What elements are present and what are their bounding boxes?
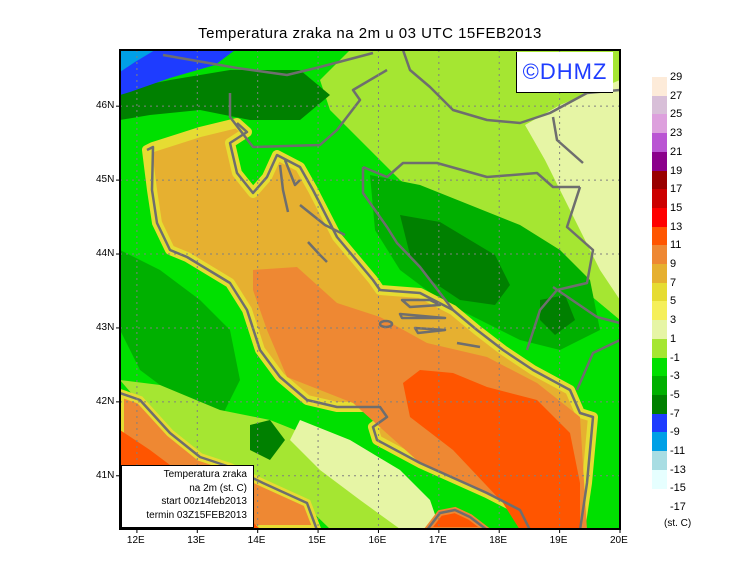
zone-dark-green	[540, 295, 575, 335]
legend-label: -17	[670, 501, 686, 514]
coastlines	[120, 50, 620, 529]
legend-swatch	[652, 95, 667, 115]
zone-dark-green	[400, 215, 510, 305]
legend-swatch	[652, 320, 667, 340]
zone-mid-green	[120, 250, 240, 420]
legend-label: 1	[670, 332, 677, 345]
legend-label: -11	[670, 445, 686, 457]
lat-label: 46N	[96, 100, 115, 112]
legend-label: -5	[670, 388, 680, 401]
legend-swatch	[652, 226, 667, 246]
lat-label: 45N	[96, 174, 115, 186]
legend-label: 23	[670, 127, 683, 140]
map-title: Temperatura zraka na 2m u 03 UTC 15FEB20…	[198, 25, 542, 42]
legend-label: 15	[670, 201, 683, 214]
legend-label: -9	[670, 426, 680, 439]
legend-label: 9	[670, 258, 677, 270]
lon-label: 13E	[187, 535, 206, 546]
graticule	[120, 50, 620, 529]
info-line: termin 03Z15FEB2013	[146, 509, 247, 521]
adriatic-sea-hot	[403, 370, 580, 529]
zone-pale-green	[525, 80, 620, 300]
info-line: na 2m (st. C)	[189, 482, 247, 494]
legend-label: 21	[670, 145, 683, 158]
legend-swatch	[652, 264, 667, 284]
legend-swatch	[652, 151, 667, 171]
legend-swatch	[652, 394, 667, 415]
legend-swatch	[652, 376, 667, 396]
legend-swatch	[652, 282, 667, 302]
legend-swatch	[652, 451, 667, 471]
lon-label: 17E	[428, 535, 447, 546]
legend-swatch	[652, 432, 667, 452]
legend-swatch	[652, 301, 667, 321]
legend-label: 11	[670, 239, 682, 252]
info-line: start 00z14feb2013	[161, 496, 247, 507]
legend-swatch	[652, 189, 667, 209]
lon-label: 12E	[126, 535, 145, 546]
legend-swatch	[652, 170, 667, 190]
legend-label: -13	[670, 463, 686, 476]
legend-label: 25	[670, 108, 683, 121]
lat-label: 43N	[96, 321, 115, 333]
lon-label: 20E	[610, 535, 628, 546]
lon-label: 18E	[489, 535, 508, 546]
legend-label: -1	[670, 351, 680, 364]
legend-swatch	[652, 245, 667, 265]
legend-swatch	[652, 413, 667, 433]
legend-swatch	[652, 133, 667, 153]
zone-dark-green	[120, 70, 330, 120]
legend-label: -7	[670, 407, 680, 420]
lon-label: 15E	[308, 535, 326, 546]
legend-label: -3	[670, 370, 680, 383]
legend-swatch	[652, 357, 667, 377]
lat-label: 41N	[96, 469, 115, 481]
dhmz-logo: ©DHMZ	[516, 52, 613, 93]
legend-swatch	[652, 338, 667, 358]
legend-swatch	[652, 114, 667, 134]
legend-label: 27	[670, 89, 683, 102]
info-line: Temperatura zraka	[163, 469, 247, 480]
legend-label: 19	[670, 164, 683, 177]
legend-label: 17	[670, 183, 683, 196]
zone-pale	[290, 420, 440, 529]
legend-label: 3	[670, 314, 677, 327]
legend-label: -15	[670, 482, 686, 495]
legend-swatch	[652, 77, 667, 97]
lat-label: 44N	[96, 248, 115, 260]
legend-label: 7	[670, 276, 677, 289]
legend-label: 29	[670, 71, 683, 83]
zone-sky-blue	[120, 50, 155, 72]
legend-label: 13	[670, 220, 683, 233]
legend-swatch	[652, 207, 667, 228]
lat-label: 42N	[96, 395, 115, 407]
lon-label: 19E	[549, 535, 568, 546]
zone-blue	[120, 50, 235, 95]
zone-dark-green	[250, 420, 285, 460]
lon-label: 14E	[247, 535, 266, 546]
legend-swatch	[652, 469, 667, 489]
lon-label: 16E	[368, 535, 387, 546]
info-box: Temperatura zraka na 2m (st. C) start 00…	[121, 465, 254, 528]
legend-units: (st. C)	[664, 518, 692, 529]
map-frame	[119, 49, 621, 530]
legend-label: 5	[670, 295, 677, 308]
